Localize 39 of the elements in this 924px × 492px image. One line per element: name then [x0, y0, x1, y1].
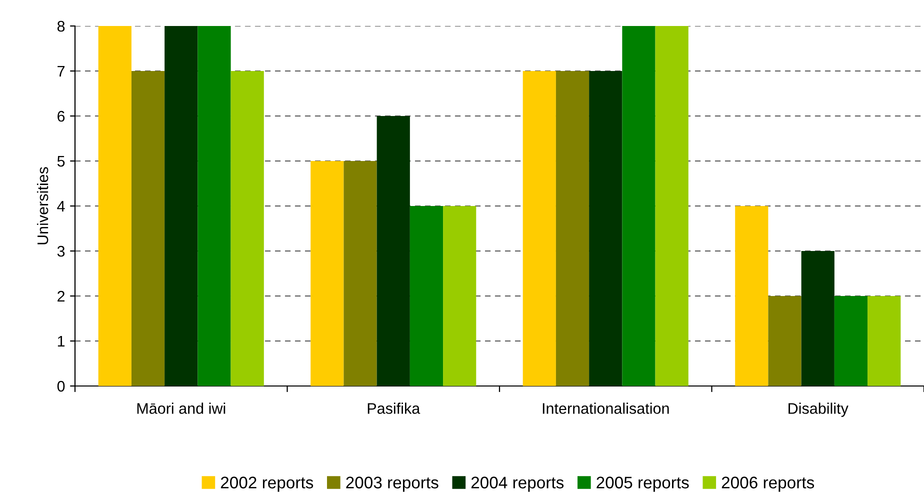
bar: [556, 71, 590, 386]
bar: [834, 296, 868, 386]
bar: [344, 161, 377, 386]
y-tick-label: 1: [58, 336, 65, 347]
y-axis-title: Universities: [36, 167, 48, 244]
bar: [868, 296, 901, 386]
bar: [768, 296, 802, 386]
y-tick-label: 7: [58, 66, 65, 77]
y-tick-label: 0: [57, 380, 65, 392]
y-tick-label: 2: [58, 290, 65, 302]
legend-label: 2004 reports: [471, 476, 564, 492]
y-tick-label: 6: [58, 110, 65, 122]
legend-label: 2002 reports: [220, 476, 314, 492]
y-tick-label: 8: [57, 20, 65, 32]
bar: [98, 26, 132, 386]
bar: [735, 206, 768, 386]
bar: [310, 161, 344, 386]
bar: [164, 26, 198, 386]
y-tick-label: 3: [57, 246, 65, 257]
bar: [131, 71, 165, 386]
legend-label: 2003 reports: [346, 476, 438, 492]
bar: [622, 26, 656, 386]
bar: [230, 71, 264, 386]
bar: [410, 206, 444, 386]
x-tick-label: Pasifika: [368, 402, 420, 414]
y-tick-label: 5: [57, 156, 65, 167]
x-tick-label: Disability: [788, 402, 848, 417]
x-tick-label: Māori and iwi: [137, 402, 226, 414]
bar: [522, 71, 556, 386]
bar: [376, 116, 410, 386]
bar: [198, 26, 231, 386]
legend-label: 2005 reports: [596, 476, 689, 492]
bar: [443, 206, 476, 386]
bar: [801, 251, 834, 386]
legend-label: 2006 reports: [722, 476, 814, 492]
x-tick-label: Internationalisation: [542, 402, 669, 414]
y-tick-label: 4: [57, 201, 65, 212]
bar: [655, 26, 688, 386]
bar: [589, 71, 622, 386]
